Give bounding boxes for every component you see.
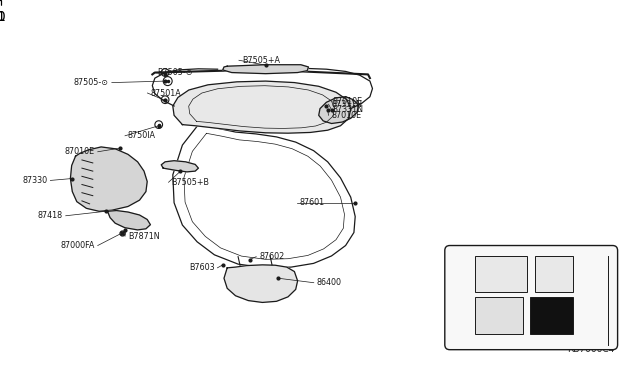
Text: 87010E: 87010E xyxy=(333,97,363,106)
Text: 87010E: 87010E xyxy=(332,111,362,120)
Polygon shape xyxy=(173,81,351,133)
Text: B7603: B7603 xyxy=(189,263,214,272)
Text: 87000FA: 87000FA xyxy=(60,241,95,250)
Text: 86400: 86400 xyxy=(317,278,342,287)
Text: 87418: 87418 xyxy=(38,211,63,220)
FancyBboxPatch shape xyxy=(475,256,527,292)
Text: 8750lA: 8750lA xyxy=(128,131,156,140)
Text: 87331N: 87331N xyxy=(333,105,364,114)
Text: 87601: 87601 xyxy=(300,198,324,207)
Polygon shape xyxy=(319,97,358,124)
Polygon shape xyxy=(224,265,298,302)
FancyBboxPatch shape xyxy=(445,246,618,350)
Text: 87505-⊙: 87505-⊙ xyxy=(74,78,109,87)
Text: 87331N: 87331N xyxy=(332,100,362,109)
Text: 87501A: 87501A xyxy=(150,89,181,97)
Text: B7871N: B7871N xyxy=(128,232,159,241)
Text: 87330: 87330 xyxy=(22,176,47,185)
Polygon shape xyxy=(223,65,308,74)
Text: 87602: 87602 xyxy=(259,252,284,261)
Text: 87010E: 87010E xyxy=(65,147,95,156)
FancyBboxPatch shape xyxy=(475,297,523,334)
Text: B7505-⊙: B7505-⊙ xyxy=(157,68,192,77)
Polygon shape xyxy=(108,211,150,230)
Polygon shape xyxy=(161,161,198,172)
Text: RB7000C4: RB7000C4 xyxy=(567,345,614,354)
Polygon shape xyxy=(70,147,147,211)
FancyBboxPatch shape xyxy=(535,256,573,292)
FancyBboxPatch shape xyxy=(530,297,573,334)
Text: B7505+B: B7505+B xyxy=(172,178,209,187)
Text: B7505+A: B7505+A xyxy=(242,56,280,65)
